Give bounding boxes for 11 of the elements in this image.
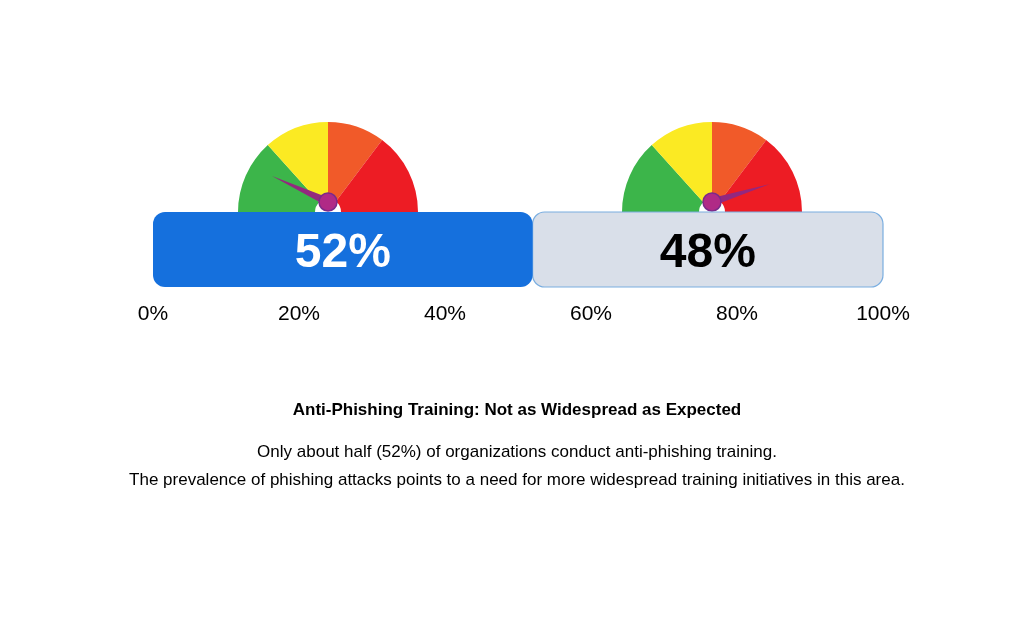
x-tick-label: 0% <box>137 301 169 324</box>
data-label: 48% <box>659 223 756 277</box>
text: The prevalence of phishing attacks points to a need for more widespread training initiatives in this area. <box>129 470 905 489</box>
x-tick-label: 80% <box>715 301 759 324</box>
x-tick-label: 20% <box>277 301 321 324</box>
text: Anti-Phishing Training: Not as Widespread as Expected <box>292 400 742 419</box>
x-tick-label: 40% <box>423 301 467 324</box>
x-tick-label: 60% <box>569 301 613 324</box>
text: Only about half (52%) of organizations conduct anti-phishing training. <box>257 442 777 461</box>
data-label: 52% <box>294 223 391 277</box>
x-tick-label: 100% <box>856 301 910 324</box>
